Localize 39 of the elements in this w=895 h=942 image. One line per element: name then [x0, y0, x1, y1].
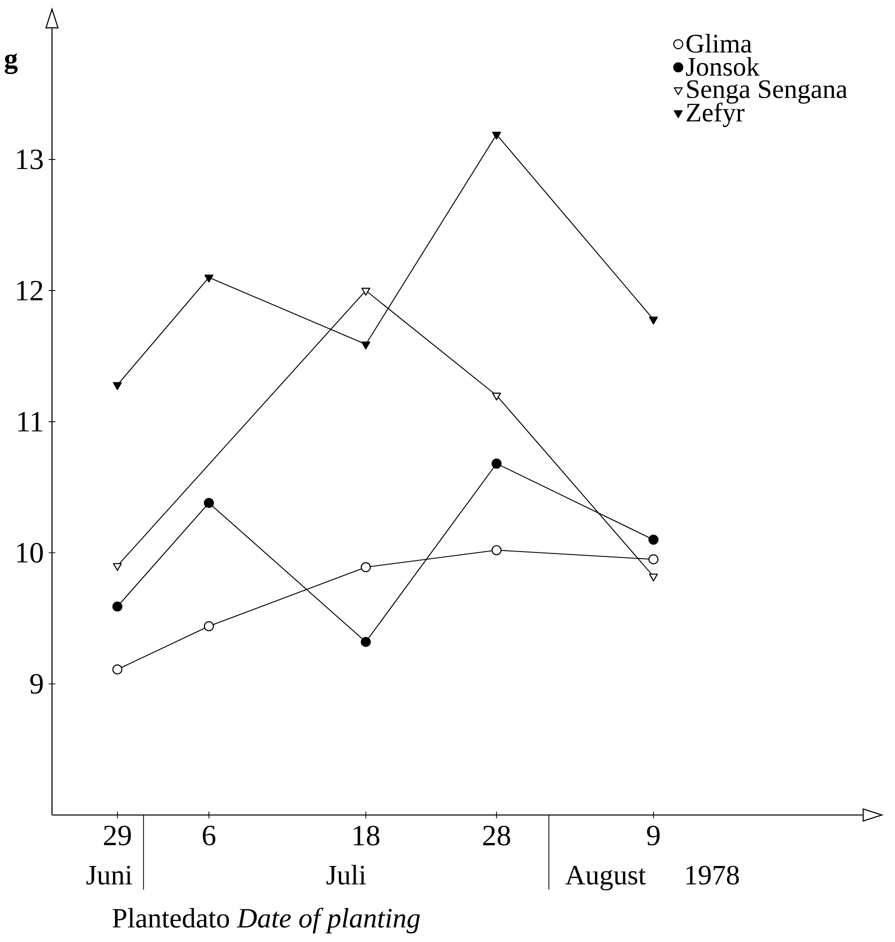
legend-label: Senga Sengana — [687, 80, 848, 104]
text: 1978 — [686, 866, 739, 885]
point — [360, 636, 371, 647]
legend-label: Glima — [686, 34, 752, 53]
point — [112, 664, 122, 675]
x-axis-title: Plantedato Date of planting — [112, 908, 420, 934]
point — [491, 458, 502, 469]
point — [648, 554, 659, 564]
x-tick-label: 28 — [483, 826, 510, 846]
point — [204, 274, 214, 283]
y-axis-title: g — [4, 53, 18, 74]
x-tick-label: 9 — [647, 826, 660, 846]
point — [492, 392, 502, 401]
point — [491, 545, 502, 556]
x-tick-label: 6 — [202, 826, 216, 846]
legend-label: Jonsok — [686, 57, 760, 76]
point — [361, 342, 370, 350]
y-tick-label: 11 — [18, 412, 42, 432]
legend-label: Zefyr — [686, 102, 744, 128]
point — [112, 382, 122, 390]
y-tick-label: 12 — [17, 280, 42, 300]
text: Juni — [86, 866, 132, 885]
point — [204, 621, 214, 632]
point — [204, 498, 214, 508]
point — [648, 316, 658, 324]
point — [492, 132, 502, 140]
point — [112, 563, 122, 571]
y-tick-label: 9 — [30, 674, 43, 694]
y-tick-label: 13 — [17, 150, 43, 170]
x-tick-label: 18 — [354, 826, 380, 846]
point — [360, 562, 371, 572]
text: August — [565, 866, 646, 890]
point — [648, 534, 659, 545]
x-tick-label: 29 — [104, 826, 131, 846]
y-tick-label: 10 — [17, 542, 43, 563]
point — [648, 574, 658, 582]
point — [361, 288, 370, 296]
point — [112, 601, 122, 612]
text: Juli — [326, 864, 366, 885]
